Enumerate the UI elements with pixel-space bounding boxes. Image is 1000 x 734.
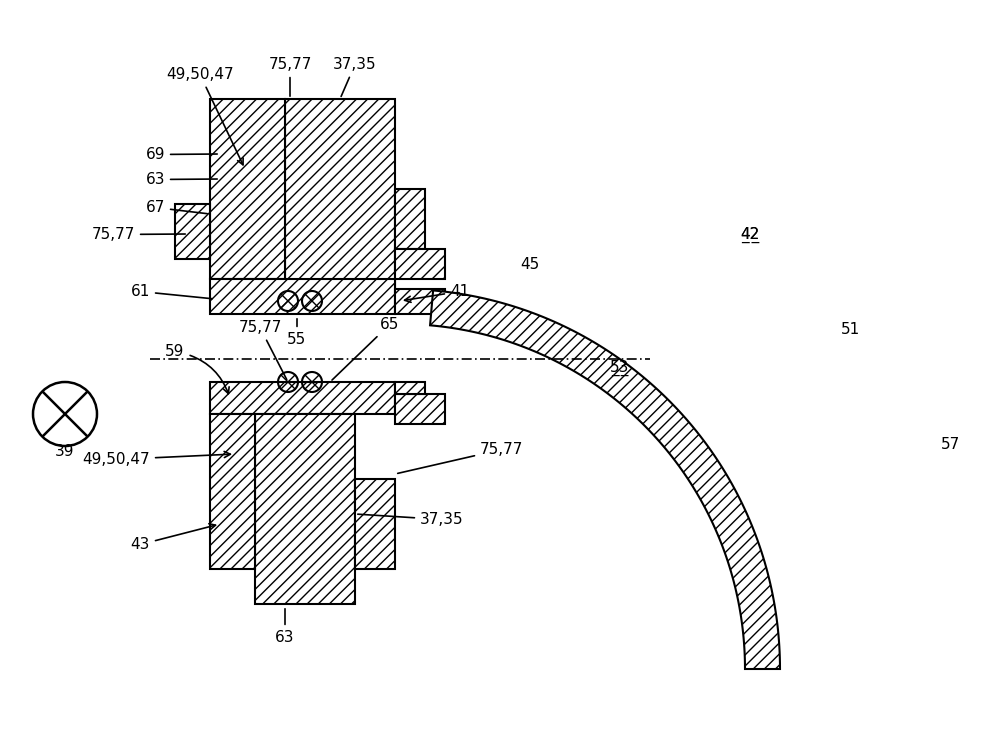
Text: 51: 51 <box>840 322 860 337</box>
Text: 65: 65 <box>332 317 399 380</box>
Bar <box>395 249 445 279</box>
Text: 75,77: 75,77 <box>398 442 523 473</box>
Text: 55: 55 <box>287 319 307 347</box>
Text: 42: 42 <box>740 227 760 242</box>
Bar <box>175 204 210 259</box>
Text: 43: 43 <box>131 524 216 552</box>
Polygon shape <box>430 291 780 669</box>
Bar <box>255 414 355 604</box>
Text: 5̲3̲: 5̲3̲ <box>610 360 630 377</box>
Bar <box>395 382 425 394</box>
Bar <box>395 289 445 314</box>
Bar <box>395 189 425 249</box>
Bar <box>395 394 445 424</box>
Text: 4̲2̲: 4̲2̲ <box>740 227 760 243</box>
Bar <box>210 99 285 279</box>
Text: 61: 61 <box>131 284 212 299</box>
Text: 75,77: 75,77 <box>238 320 287 379</box>
Text: 37,35: 37,35 <box>358 512 464 527</box>
Text: 75,77: 75,77 <box>268 57 312 96</box>
Text: 63: 63 <box>146 172 217 187</box>
Text: 41: 41 <box>405 284 469 302</box>
Text: 49,50,47: 49,50,47 <box>166 67 243 165</box>
Bar <box>355 479 395 569</box>
Text: 49,50,47: 49,50,47 <box>82 451 230 467</box>
Text: 67: 67 <box>146 200 207 215</box>
Text: 57: 57 <box>940 437 960 452</box>
Text: 37,35: 37,35 <box>333 57 377 96</box>
Bar <box>210 279 395 314</box>
Text: 69: 69 <box>146 147 217 162</box>
Text: 39: 39 <box>55 444 75 459</box>
Bar <box>210 414 255 569</box>
Text: 75,77: 75,77 <box>92 227 185 242</box>
Bar <box>210 382 395 414</box>
Bar <box>285 99 395 299</box>
Text: 45: 45 <box>520 257 540 272</box>
Text: 63: 63 <box>275 608 295 645</box>
Text: 59: 59 <box>165 344 229 393</box>
